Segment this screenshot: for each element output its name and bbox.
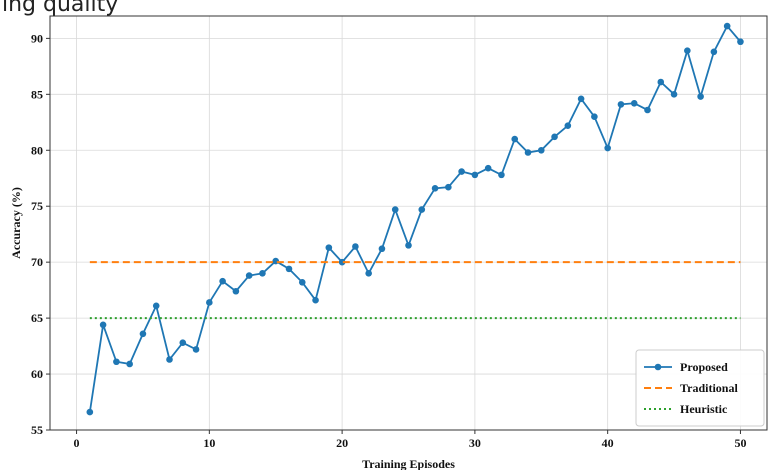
- data-point: [259, 270, 266, 277]
- x-tick-label: 50: [734, 436, 746, 450]
- data-point: [537, 146, 545, 154]
- data-point: [644, 106, 651, 114]
- data-point: [418, 206, 426, 213]
- data-point: [577, 95, 585, 103]
- y-tick-label: 80: [31, 143, 43, 157]
- data-point: [126, 360, 133, 368]
- data-point: [192, 346, 200, 353]
- data-point: [737, 38, 744, 46]
- series: [86, 22, 744, 416]
- legend-label-traditional: Traditional: [680, 381, 738, 395]
- data-point: [365, 270, 372, 277]
- legend-marker: [654, 363, 662, 371]
- x-tick-label: 40: [602, 436, 614, 450]
- y-tick-label: 60: [31, 367, 43, 381]
- data-point: [245, 272, 253, 279]
- y-tick-label: 90: [31, 31, 43, 45]
- legend-label-proposed: Proposed: [680, 360, 728, 374]
- data-point: [232, 287, 240, 295]
- x-tick-label: 30: [469, 436, 481, 450]
- data-point: [458, 168, 465, 175]
- data-point: [604, 144, 611, 152]
- data-point: [206, 299, 213, 306]
- data-point: [338, 258, 346, 266]
- data-point: [684, 47, 691, 54]
- data-point: [166, 356, 173, 363]
- y-tick-label: 70: [31, 255, 43, 269]
- legend-box: [635, 349, 765, 427]
- data-point: [378, 245, 386, 253]
- grid: [50, 16, 767, 431]
- y-tick-label: 85: [31, 87, 43, 101]
- data-point: [312, 296, 319, 304]
- data-point: [325, 244, 333, 251]
- data-point: [551, 133, 558, 141]
- data-point: [511, 135, 519, 143]
- cropped-header-text: ing quality: [2, 0, 119, 17]
- data-point: [431, 185, 439, 192]
- data-point: [591, 113, 598, 121]
- legend-label-heuristic: Heuristic: [680, 402, 728, 416]
- y-tick-label: 65: [31, 311, 43, 325]
- data-point: [710, 48, 718, 56]
- data-point: [391, 206, 399, 213]
- x-axis-label: Training Episodes: [362, 457, 455, 470]
- data-point: [179, 339, 187, 347]
- data-point: [524, 149, 532, 156]
- data-point: [272, 257, 280, 265]
- data-point: [139, 330, 147, 338]
- axes: 0 10 20 30 40 50 55 60 65 70 75 80 85 90: [31, 15, 768, 450]
- data-point: [152, 302, 160, 310]
- data-point: [445, 183, 452, 191]
- data-point: [723, 22, 731, 30]
- data-point: [113, 358, 120, 366]
- data-point: [657, 78, 665, 86]
- data-point: [405, 242, 412, 249]
- data-point: [564, 122, 572, 129]
- y-tick-label: 55: [31, 423, 43, 437]
- data-point: [498, 171, 505, 179]
- data-point: [471, 171, 479, 179]
- data-point: [670, 91, 678, 98]
- data-point: [99, 321, 107, 329]
- x-tick-label: 20: [336, 436, 348, 450]
- x-tick-label: 0: [74, 436, 80, 450]
- data-point: [285, 265, 293, 273]
- data-point: [86, 408, 94, 416]
- plot-frame: [49, 15, 768, 431]
- data-point: [697, 93, 704, 100]
- y-axis-label: Accuracy (%): [9, 187, 23, 259]
- legend: Proposed Traditional Heuristic: [635, 349, 765, 427]
- data-point: [484, 164, 492, 172]
- data-point: [298, 279, 306, 286]
- data-point: [617, 101, 625, 108]
- data-point: [219, 277, 226, 285]
- data-point: [630, 99, 638, 107]
- y-tick-label: 75: [31, 199, 43, 213]
- x-tick-label: 10: [203, 436, 215, 450]
- data-point: [352, 243, 359, 250]
